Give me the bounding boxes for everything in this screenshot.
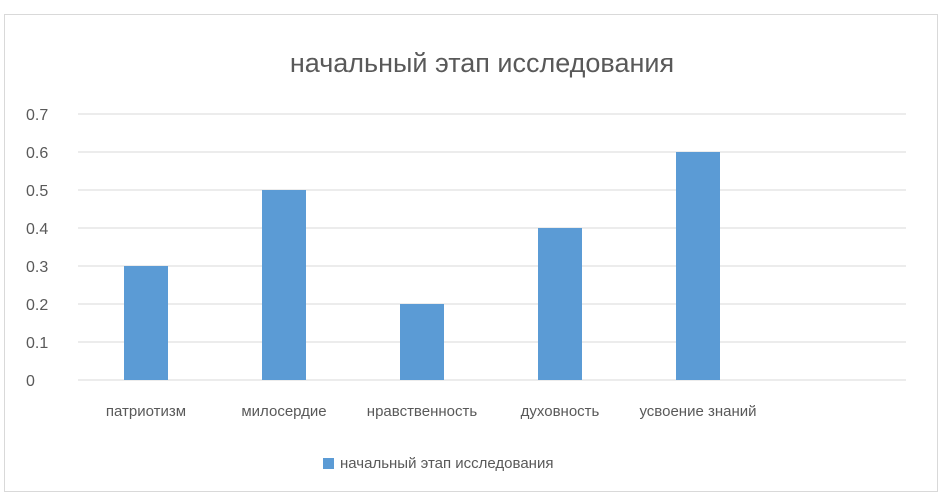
x-tick-label: усвоение знаний bbox=[639, 403, 756, 420]
gridlines bbox=[78, 113, 906, 381]
legend-label: начальный этап исследования bbox=[340, 455, 553, 472]
bars bbox=[124, 152, 720, 380]
y-tick-label: 0.4 bbox=[26, 221, 48, 238]
chart-border bbox=[4, 14, 938, 492]
bar bbox=[262, 190, 306, 380]
y-tick-label: 0.2 bbox=[26, 297, 48, 314]
y-tick-label: 0.3 bbox=[26, 259, 48, 276]
y-tick-label: 0 bbox=[26, 373, 35, 390]
bar bbox=[124, 266, 168, 380]
x-tick-label: патриотизм bbox=[106, 403, 186, 420]
x-tick-label: милосердие bbox=[241, 403, 326, 420]
chart-title: начальный этап исследования bbox=[290, 48, 674, 78]
bar bbox=[400, 304, 444, 380]
y-tick-label: 0.5 bbox=[26, 183, 48, 200]
y-tick-label: 0.6 bbox=[26, 145, 48, 162]
y-axis-ticks: 0 0.1 0.2 0.3 0.4 0.5 0.6 0.7 bbox=[26, 107, 48, 390]
x-axis-ticks: патриотизм милосердие нравственность духовн… bbox=[106, 403, 757, 420]
y-tick-label: 0.7 bbox=[26, 107, 48, 124]
x-tick-label: нравственность bbox=[367, 403, 478, 420]
y-tick-label: 0.1 bbox=[26, 335, 48, 352]
x-tick-label: духовность bbox=[521, 403, 600, 420]
legend: начальный этап исследования bbox=[323, 455, 553, 472]
bar bbox=[676, 152, 720, 380]
bar bbox=[538, 228, 582, 380]
legend-swatch bbox=[323, 458, 334, 469]
